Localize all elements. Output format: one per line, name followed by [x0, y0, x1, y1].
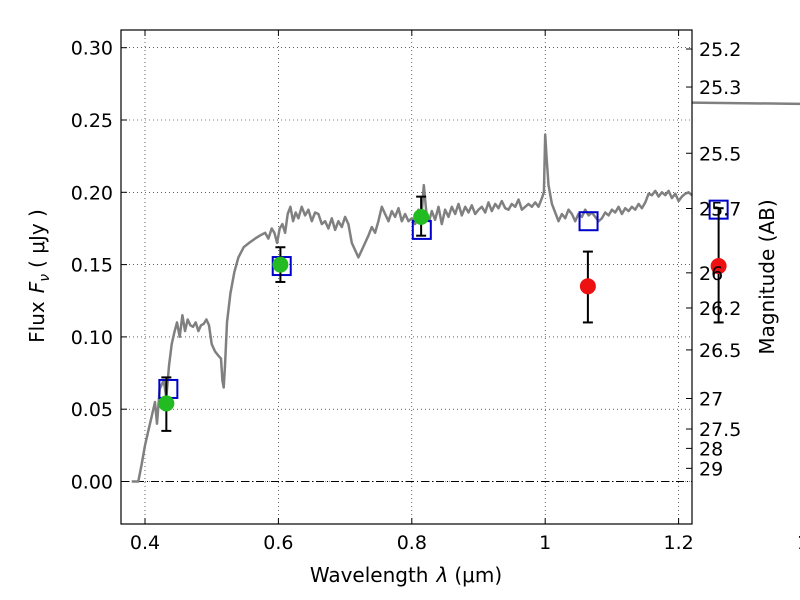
- tick-marks: [121, 30, 692, 524]
- plot-background: [121, 30, 692, 524]
- y2-tick-label: 25.2: [699, 39, 741, 61]
- y2-tick-label: 29: [699, 458, 723, 480]
- y2-tick-label: 26.5: [699, 340, 741, 362]
- y-tick-label: 0.25: [71, 110, 113, 132]
- y-tick-label: 0.00: [71, 472, 113, 494]
- y-tick-label: 0.20: [71, 182, 113, 204]
- y2-tick-label: 25.5: [699, 143, 741, 165]
- y2-tick-label: 27: [699, 388, 723, 410]
- y-axis-label: FluxFν( μJy ): [25, 209, 53, 343]
- x-tick-label: 0.8: [397, 532, 427, 554]
- y2-tick-label: 27.5: [699, 419, 741, 441]
- y2-tick-label: 25.3: [699, 77, 741, 99]
- model-photometry-square: [578, 211, 599, 232]
- y2-tick-label: 25.7: [699, 198, 741, 220]
- y2-tick-label: 26.2: [699, 298, 741, 320]
- tick-labels: 0.40.60.811.21.41.60.000.050.100.150.200…: [71, 38, 800, 554]
- y2-tick-label: 26: [699, 263, 723, 285]
- y2-tick-label: 28: [699, 438, 723, 460]
- x-tick-label: 0.4: [130, 532, 160, 554]
- x-tick-label: 1.2: [663, 532, 693, 554]
- observed-point: [710, 258, 727, 275]
- x-tick-label: 1.4: [797, 532, 800, 554]
- x-tick-label: 0.6: [263, 532, 293, 554]
- model-sed-line: [131, 133, 693, 483]
- x-tick-label: 1: [539, 532, 551, 554]
- observed-point: [158, 395, 175, 412]
- observed-point: [579, 278, 596, 295]
- observed-point: [272, 256, 289, 273]
- y-tick-label: 0.05: [71, 399, 113, 421]
- y-tick-label: 0.30: [71, 38, 113, 60]
- y2-axis-label: Magnitude (AB): [755, 199, 779, 354]
- observed-point: [413, 208, 430, 225]
- plot-frame: [120, 29, 693, 525]
- x-axis-label: Wavelength λ (μm): [310, 563, 502, 587]
- y-tick-label: 0.10: [71, 327, 113, 349]
- y-tick-label: 0.15: [71, 255, 113, 277]
- data-markers: [158, 101, 800, 432]
